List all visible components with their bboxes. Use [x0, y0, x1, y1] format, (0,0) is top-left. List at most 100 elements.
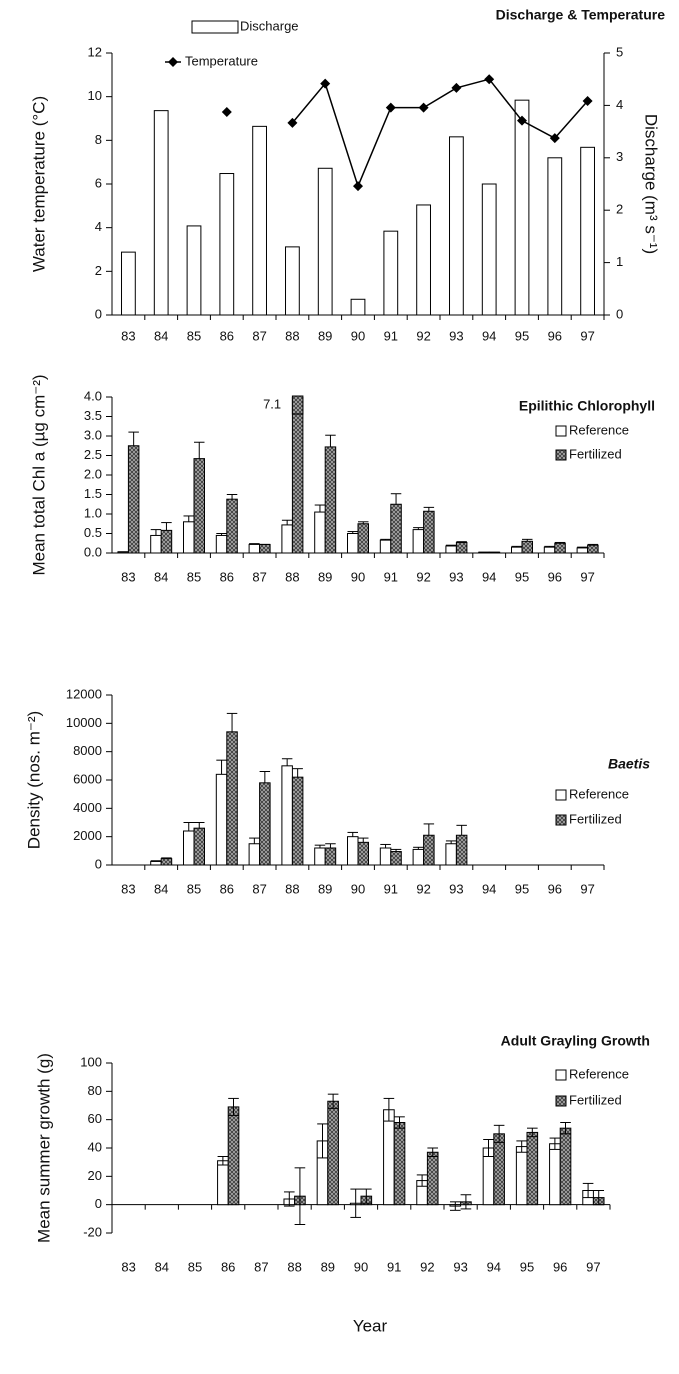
marker — [385, 102, 396, 113]
x-tick-label: 85 — [188, 1259, 202, 1274]
y-tick-label: 40 — [88, 1139, 102, 1154]
error-bar — [445, 544, 457, 546]
x-tick-label: 90 — [351, 569, 365, 584]
x-tick-label: 85 — [187, 328, 201, 343]
x-tick-label: 88 — [285, 569, 299, 584]
y-axis-label: Water temperature (°C) — [29, 96, 48, 272]
bar — [547, 157, 563, 315]
error-bar — [358, 837, 369, 843]
x-tick-label: 84 — [154, 881, 168, 896]
x-tick-label: 94 — [487, 1259, 501, 1274]
bar — [227, 1106, 240, 1206]
error-bar — [249, 543, 260, 545]
bar — [127, 445, 140, 553]
chart-title: Epilithic Chlorophyll — [519, 398, 655, 414]
bar — [379, 539, 392, 553]
x-tick-label: 86 — [221, 1259, 235, 1274]
error-bar — [194, 822, 205, 829]
error-bar — [560, 1122, 571, 1135]
bar — [193, 827, 205, 865]
y2-tick-label: 4 — [616, 97, 623, 112]
bar — [549, 1143, 561, 1206]
error-bar — [150, 860, 162, 862]
legend-marker — [168, 57, 178, 67]
legend-label: Fertilized — [569, 446, 622, 461]
bar — [291, 776, 304, 865]
y-tick-label: 20 — [88, 1168, 102, 1183]
bar — [515, 1146, 528, 1206]
y-tick-label: 6000 — [73, 771, 102, 786]
bar — [481, 183, 497, 315]
bar — [324, 446, 337, 553]
error-bar — [226, 494, 238, 500]
bar — [449, 136, 464, 315]
bar — [455, 834, 468, 865]
bar — [357, 841, 369, 865]
y2-axis-label: Discharge (m³ s⁻¹) — [642, 114, 661, 254]
bar — [511, 546, 523, 553]
x-tick-label: 94 — [482, 881, 496, 896]
error-bar — [183, 822, 194, 831]
bar — [217, 1160, 229, 1206]
y-tick-label: 6 — [95, 175, 102, 190]
y-axis-label: Mean total Chl a (µg cm⁻²) — [29, 374, 48, 575]
bar — [252, 125, 267, 315]
legend-label: Reference — [569, 786, 629, 801]
bar — [423, 510, 435, 553]
bar — [291, 397, 304, 553]
marker — [320, 78, 331, 89]
error-bar — [445, 840, 457, 844]
y-tick-label: 2 — [95, 263, 102, 278]
y-tick-label: 2000 — [73, 828, 102, 843]
x-tick-label: 95 — [515, 328, 529, 343]
y-tick-label: 8000 — [73, 743, 102, 758]
x-tick-label: 88 — [285, 881, 299, 896]
bar — [183, 830, 195, 865]
bar — [281, 765, 293, 865]
error-bar — [361, 1188, 372, 1204]
error-bar — [217, 1156, 229, 1166]
x-tick-label: 89 — [318, 328, 332, 343]
bar — [248, 543, 261, 553]
error-bar — [413, 846, 424, 850]
x-tick-label: 91 — [384, 569, 398, 584]
x-tick-label: 87 — [252, 881, 266, 896]
x-tick-label: 97 — [580, 328, 594, 343]
error-bar — [460, 1194, 472, 1210]
error-bar — [554, 541, 566, 544]
x-tick-label: 92 — [420, 1259, 434, 1274]
broken-bar-top — [291, 395, 304, 415]
y-tick-label: 10 — [88, 88, 102, 103]
error-bar — [216, 533, 227, 536]
legend-swatch — [555, 1095, 567, 1107]
error-bar — [516, 1140, 527, 1153]
y2-tick-label: 1 — [616, 254, 623, 269]
y2-tick-label: 2 — [616, 202, 623, 217]
bar — [412, 848, 425, 865]
x-tick-label: 96 — [548, 328, 562, 343]
error-bar — [314, 844, 326, 848]
error-bar — [423, 506, 435, 512]
bar — [379, 847, 392, 865]
bar — [493, 1133, 505, 1206]
y-tick-label: 12 — [88, 44, 102, 59]
y-tick-label: 4000 — [73, 800, 102, 815]
legend-label: Reference — [569, 422, 629, 437]
error-bar — [449, 1201, 461, 1211]
x-tick-label: 89 — [321, 1259, 335, 1274]
error-bar — [161, 857, 172, 859]
marker — [353, 181, 363, 192]
x-tick-label: 94 — [482, 328, 496, 343]
x-tick-label: 86 — [220, 328, 234, 343]
x-tick-label: 96 — [548, 569, 562, 584]
x-tick-label: 97 — [580, 881, 594, 896]
x-tick-label: 84 — [155, 1259, 169, 1274]
marker — [549, 133, 560, 144]
bar — [445, 545, 457, 553]
bar — [559, 1127, 572, 1206]
x-tick-label: 91 — [384, 328, 398, 343]
x-tick-label: 95 — [520, 1259, 534, 1274]
error-bar — [161, 522, 172, 531]
error-bar — [593, 1190, 605, 1206]
